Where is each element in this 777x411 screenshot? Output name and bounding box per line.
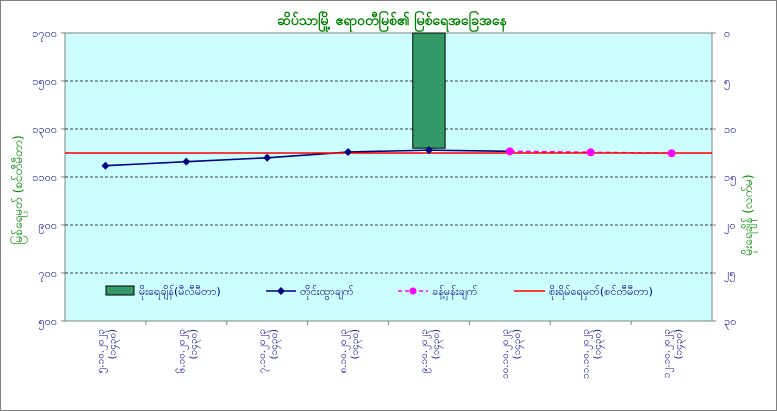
x-tick-date: ၈.၁၀.၂၀၂၃ — [338, 329, 351, 373]
right-tick-label: ၂၀ — [724, 219, 736, 234]
x-tick-time: (၁၄၃၀) — [188, 329, 201, 359]
forecast-point — [667, 149, 676, 158]
chart-title: ဆိပ်သာမြို့ ဧရာဝတီမြစ်၏ မြစ်ရေအခြေအနေ — [277, 11, 507, 32]
x-tick-label: ၇.၁၀.၂၀၂၃ (၁၄၃၀) — [257, 329, 282, 373]
left-tick-label: ၅၀၀ — [38, 315, 57, 330]
legend: မိုးရေချိန်(မီလီမီတာ) တိုင်းထွာချက် ခန့်… — [105, 285, 653, 300]
legend-danger-label: စိုးရိမ်ရေမှတ်(စင်တီမီတာ) — [549, 285, 653, 300]
legend-forecast-label: ခန့်မှန်းချက် — [432, 285, 478, 300]
left-tick-label: ၁၃၀၀ — [32, 123, 57, 138]
measured-point — [424, 146, 433, 155]
x-tick-time: (၁၄၃၀) — [107, 329, 120, 359]
right-tick-label: ၁၅ — [724, 171, 736, 186]
right-tick-label: ၅ — [724, 75, 730, 90]
legend-measured-label: တိုင်းထွာချက် — [300, 285, 354, 300]
rainfall-bar — [412, 32, 446, 149]
measured-point — [182, 157, 191, 166]
legend-rainfall-swatch — [105, 285, 135, 296]
x-tick-label: ၉.၁၀.၂၀၂၃ (၁၄၃၀) — [419, 329, 444, 373]
x-tick-label: ၁၁.၁၀.၂၀၂၃ (၁၄၃၀) — [581, 329, 606, 379]
left-tick-label: ၁၇၀၀ — [32, 27, 57, 42]
measured-line — [105, 149, 510, 167]
x-tick-date: ၁၁.၁၀.၂၀၂၃ — [581, 329, 594, 379]
x-tick-label: ၆.၁၀.၂၀၂၃ (၁၄၃၀) — [174, 329, 201, 373]
x-tick-time: (၁၄၃၀) — [431, 329, 444, 359]
x-tick-time: (၁၄၃၀) — [593, 329, 606, 359]
right-axis-label: မိုးရေချိန် (လက်မ) — [740, 174, 758, 255]
left-axis-label: မြစ်ရေမှတ် (စင်တီမီတာ) — [9, 135, 28, 244]
x-tick-time: (၁၄၃၀) — [350, 329, 363, 359]
measured-point — [263, 153, 272, 162]
legend-rainfall-label: မိုးရေချိန်(မီလီမီတာ) — [139, 285, 221, 300]
x-tick-label: ၁၂.၁၀.၂၀၂၃ (၁၄၃၀) — [662, 329, 687, 378]
x-tick-label: ၈.၁၀.၂၀၂၃ (၁၄၃၀) — [338, 329, 363, 373]
x-tick-date: ၅.၁၀.၂၀၂၃ — [95, 329, 108, 373]
x-axis-ticks: ၅.၁၀.၂၀၂၃ (၁၄၃၀) ၆.၁၀.၂၀၂၃ (၁၄၃၀) ၇.၁၀.၂၀၂၃(… — [95, 321, 687, 379]
legend-forecast-marker — [409, 287, 417, 295]
forecast-point — [505, 147, 514, 156]
left-tick-label: ၇၀၀ — [38, 267, 57, 282]
x-tick-date: ၆.၁၀.၂၀၂၃ — [174, 329, 189, 373]
legend-measured-marker — [277, 287, 285, 295]
gridlines — [65, 80, 712, 274]
x-tick-date: ၉.၁၀.၂၀၂၃ — [419, 329, 432, 373]
x-tick-time: (၁၄၃၀) — [512, 329, 525, 359]
forecast-point — [586, 148, 595, 157]
right-tick-label: ၃၀ — [724, 315, 736, 330]
measured-point — [101, 161, 110, 170]
x-tick-time: (၁၄၃၀) — [269, 329, 282, 359]
right-tick-label: ၂၅ — [724, 267, 736, 282]
left-tick-label: ၉၀၀ — [38, 219, 57, 234]
x-tick-label: ၁၀.၁၀.၂၀၂၃ (၁၄၃၀) — [500, 329, 525, 379]
x-tick-date: ၁၀.၁၀.၂၀၂၃ — [500, 329, 513, 379]
measured-point — [344, 148, 353, 157]
series-markers — [101, 146, 676, 170]
x-tick-time: (၁၄၃၀) — [674, 329, 687, 359]
left-tick-label: ၁၁၀၀ — [32, 171, 57, 184]
x-tick-label: ၅.၁၀.၂၀၂၃ (၁၄၃၀) — [95, 329, 120, 373]
rainfall-bars — [412, 32, 446, 149]
right-tick-label: ၁၀ — [724, 123, 736, 136]
x-tick-date: ၁၂.၁၀.၂၀၂၃ — [662, 329, 675, 378]
x-tick-date: ၇.၁၀.၂၀၂၃ — [257, 329, 270, 373]
left-tick-label: ၁၅၀၀ — [32, 75, 57, 90]
right-tick-label: ၀ — [724, 27, 730, 40]
